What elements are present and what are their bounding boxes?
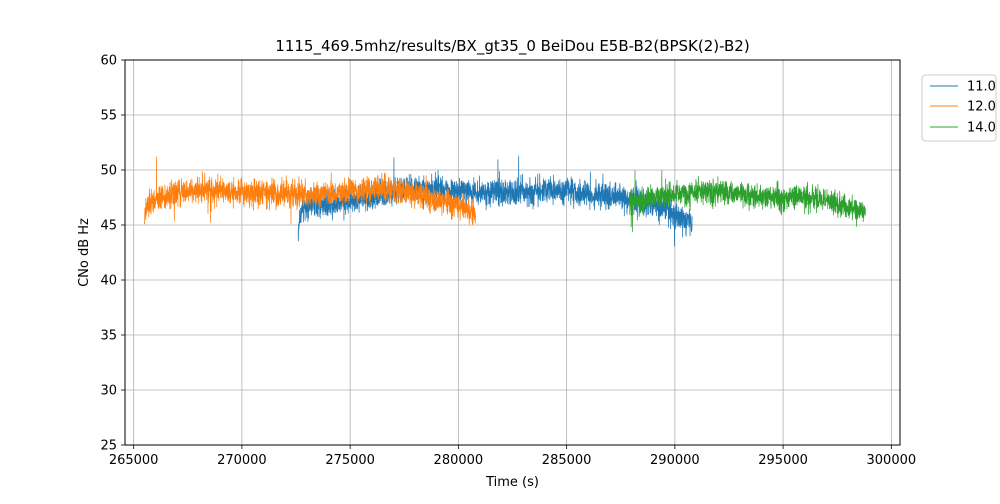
series-line-14.0 [629,170,866,233]
x-tick-label: 280000 [434,453,484,468]
plot-frame [124,59,901,446]
x-tick-label: 290000 [650,453,700,468]
x-tick-label: 265000 [109,453,159,468]
x-axis-label: Time (s) [485,475,539,490]
x-tick-label: 270000 [217,453,267,468]
y-tick-label: 35 [100,329,117,344]
y-tick-label: 40 [100,274,117,289]
x-tick-label: 295000 [758,453,808,468]
series-layer [144,155,866,247]
x-tick-label: 300000 [867,453,917,468]
legend: 11.0 12.0 14.0 [921,74,997,142]
y-tick-label: 60 [100,54,117,69]
x-tick-label: 275000 [325,453,375,468]
y-tick-label: 45 [100,219,117,234]
legend-label-14: 14.0 [967,121,996,136]
y-tick-label: 25 [100,439,117,454]
legend-label-12: 12.0 [967,100,996,115]
legend-box [921,74,997,142]
legend-label-11: 11.0 [967,80,996,95]
y-tick-label: 30 [100,384,117,399]
y-tick-label: 50 [100,164,117,179]
y-tick-label: 55 [100,109,117,124]
series-line-12.0 [144,156,476,226]
chart-title: 1115_469.5mhz/results/BX_gt35_0 BeiDou E… [275,37,749,56]
grid [125,59,900,446]
ticks: 265000 270000 275000 280000 285000 290000 2950… [100,54,916,469]
x-tick-label: 285000 [542,453,592,468]
y-axis-label: CNo dB Hz [77,218,92,287]
